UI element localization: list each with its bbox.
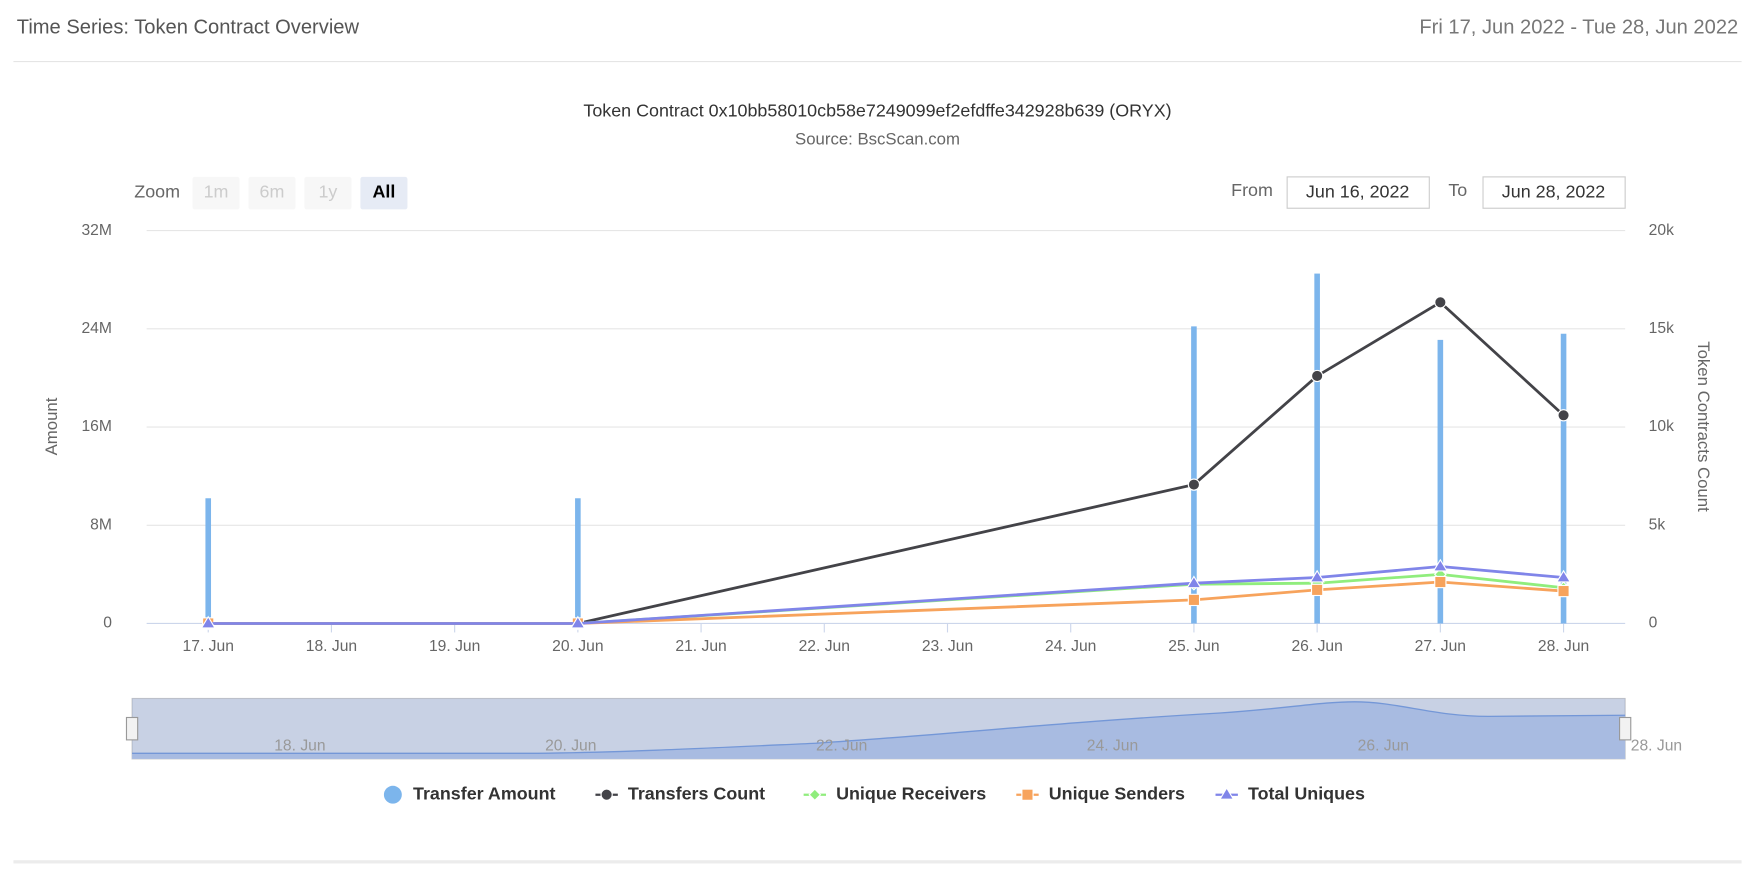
y-tick-label: 16M xyxy=(81,418,111,435)
navigator-label: 22. Jun xyxy=(816,738,867,755)
zoom-button-label: All xyxy=(372,181,395,201)
from-input[interactable] xyxy=(1286,176,1430,209)
navigator xyxy=(125,697,1632,760)
bar xyxy=(1560,333,1567,624)
y2-tick-label: 5k xyxy=(1649,516,1666,533)
marker xyxy=(1557,409,1570,422)
navigator-line xyxy=(132,701,1626,754)
marker xyxy=(1434,575,1447,589)
marker xyxy=(1434,296,1447,309)
x-tick-label: 28. Jun xyxy=(1538,638,1589,655)
navigator-label: 26. Jun xyxy=(1358,738,1409,755)
navigator-handle[interactable] xyxy=(125,716,139,741)
legend-symbol xyxy=(600,788,613,801)
legend-symbol xyxy=(808,788,822,802)
legend-label: Total Uniques xyxy=(1248,783,1365,803)
legend-item[interactable]: Transfers Count xyxy=(595,783,765,803)
legend-label: Unique Receivers xyxy=(836,783,986,803)
x-tick-label: 24. Jun xyxy=(1045,638,1096,655)
marker xyxy=(1309,569,1325,583)
x-tick-label: 21. Jun xyxy=(675,638,726,655)
legend-item[interactable]: Transfer Amount xyxy=(383,783,556,804)
chart-title: Token Contract 0x10bb58010cb58e7249099ef… xyxy=(583,101,1171,121)
x-tick-label: 18. Jun xyxy=(306,638,357,655)
marker xyxy=(1187,593,1201,607)
navigator-handle[interactable] xyxy=(1619,716,1632,741)
zoom-button-label: 1m xyxy=(204,181,229,201)
to-value: Jun 28, 2022 xyxy=(1502,181,1606,201)
navigator-label: 24. Jun xyxy=(1087,738,1138,755)
legend-symbol xyxy=(383,785,402,804)
bar xyxy=(1314,273,1320,624)
legend-label: Transfer Amount xyxy=(413,783,556,803)
marker xyxy=(1310,369,1324,383)
zoom-button[interactable] xyxy=(360,176,408,210)
y2-axis-title: Token Contracts Count xyxy=(1694,341,1713,512)
bar xyxy=(1191,326,1197,624)
line xyxy=(208,565,1564,625)
legend-item[interactable]: Unique Senders xyxy=(1016,783,1185,803)
x-tick-label: 23. Jun xyxy=(922,638,973,655)
legend-label: Transfers Count xyxy=(628,783,765,803)
marker xyxy=(200,615,216,629)
marker xyxy=(1555,569,1572,583)
x-tick-label: 25. Jun xyxy=(1168,638,1219,655)
marker xyxy=(1186,575,1202,589)
x-tick-label: 22. Jun xyxy=(799,638,850,655)
y-axis-title: Amount xyxy=(42,397,61,455)
marker xyxy=(1557,584,1570,598)
date-range: Fri 17, Jun 2022 - Tue 28, Jun 2022 xyxy=(1419,16,1738,38)
marker xyxy=(1187,478,1201,491)
y-tick-label: 0 xyxy=(103,615,112,632)
zoom-button[interactable] xyxy=(248,176,296,210)
x-tick-label: 27. Jun xyxy=(1415,638,1466,655)
zoom-label: Zoom xyxy=(134,181,180,201)
bar xyxy=(205,498,212,624)
zoom-button-label: 6m xyxy=(260,181,285,201)
y-tick-label: 24M xyxy=(81,320,111,337)
legend-item[interactable]: Unique Receivers xyxy=(803,783,987,803)
legend-label: Unique Senders xyxy=(1049,783,1185,803)
y-tick-label: 32M xyxy=(81,222,111,239)
bar xyxy=(575,498,581,624)
legend-symbol xyxy=(1021,788,1034,801)
zoom-button[interactable] xyxy=(304,176,352,210)
line-series xyxy=(200,558,1572,629)
to-label: To xyxy=(1448,180,1467,200)
navigator-label: 20. Jun xyxy=(545,738,596,755)
navigator-area xyxy=(132,701,1626,759)
marker xyxy=(1432,558,1449,572)
x-tick-label: 20. Jun xyxy=(552,638,603,655)
legend-symbol xyxy=(1219,786,1235,800)
x-tick-label: 26. Jun xyxy=(1291,638,1342,655)
chart-subtitle: Source: BscScan.com xyxy=(795,129,960,148)
navigator-mask[interactable] xyxy=(132,698,1626,759)
y2-tick-label: 10k xyxy=(1649,418,1674,435)
zoom-button-label: 1y xyxy=(318,181,337,201)
y2-tick-label: 20k xyxy=(1649,222,1674,239)
marker xyxy=(1310,583,1324,597)
y2-tick-label: 0 xyxy=(1649,615,1658,632)
navigator-label: 18. Jun xyxy=(274,738,325,755)
from-label: From xyxy=(1231,180,1273,200)
y2-tick-label: 15k xyxy=(1649,320,1674,337)
y-tick-label: 8M xyxy=(90,516,112,533)
page-title: Time Series: Token Contract Overview xyxy=(17,16,360,38)
legend-item[interactable]: Total Uniques xyxy=(1215,783,1365,803)
to-input[interactable] xyxy=(1482,176,1626,209)
x-tick-label: 17. Jun xyxy=(183,638,234,655)
x-tick-label: 19. Jun xyxy=(429,638,480,655)
marker xyxy=(570,615,586,629)
bar xyxy=(1437,339,1444,624)
from-value: Jun 16, 2022 xyxy=(1306,181,1410,201)
navigator-label: 28. Jun xyxy=(1631,738,1682,755)
zoom-button[interactable] xyxy=(192,176,240,210)
